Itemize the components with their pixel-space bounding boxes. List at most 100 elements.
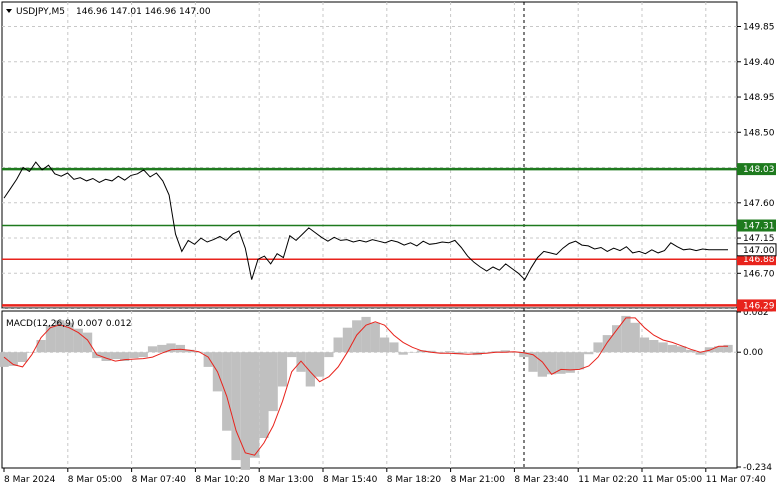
macd-histogram-bar	[630, 322, 640, 353]
price-tick-label: 147.15	[743, 234, 775, 244]
current-price-tag	[736, 243, 777, 257]
macd-histogram-bar	[714, 346, 724, 353]
macd-histogram-bar	[268, 352, 278, 412]
macd-histogram-bar	[82, 332, 93, 353]
macd-histogram-bar	[27, 352, 37, 353]
macd-tick-label: 0.00	[743, 348, 763, 358]
macd-histogram-bar	[120, 352, 130, 361]
macd-histogram-bar	[8, 352, 18, 366]
price-pane[interactable]	[1, 1, 738, 309]
macd-histogram-bar	[296, 352, 306, 372]
price-levels	[2, 167, 737, 307]
macd-histogram-bar	[519, 352, 529, 358]
macd-histogram-bar	[36, 340, 46, 353]
price-level-tag	[737, 219, 776, 232]
macd-histogram-bar	[324, 352, 334, 358]
macd-histogram-bar	[277, 352, 288, 387]
macd-histogram-bar	[17, 352, 28, 362]
macd-histogram-bar	[314, 352, 325, 377]
macd-histogram-bar	[723, 344, 733, 353]
price-level-tag-label: 146.29	[743, 301, 775, 311]
ohlc-values: 146.96 147.01 146.96 147.00	[76, 7, 211, 17]
macd-histogram-bar	[574, 352, 585, 370]
price-tick-label: 149.40	[743, 58, 775, 68]
macd-histogram-bar	[389, 342, 399, 353]
macd-histogram-bar	[621, 315, 631, 353]
price-level-tag	[737, 299, 776, 312]
macd-histogram-bar	[537, 352, 547, 377]
symbol-label: USDJPY,M5	[16, 7, 65, 17]
macd-histogram-bar	[593, 342, 603, 353]
macd-histogram-bar	[370, 322, 380, 353]
time-tick-label: 8 Mar 2024	[4, 475, 56, 485]
price-grid	[2, 2, 737, 310]
macd-histogram-bar	[695, 352, 705, 355]
price-series-line	[3, 161, 728, 281]
time-tick-label: 8 Mar 13:00	[259, 475, 314, 485]
macd-histogram-bar	[509, 352, 520, 353]
macd-histogram-bar	[482, 352, 492, 353]
macd-histogram-bar	[556, 352, 566, 374]
macd-histogram-bar	[250, 352, 260, 458]
macd-tick-label: -0.234	[743, 463, 772, 473]
macd-histogram-bar	[435, 352, 445, 353]
time-tick-label: 8 Mar 10:20	[195, 475, 250, 485]
macd-histogram-bar	[352, 320, 362, 353]
price-level-tag-label: 147.31	[743, 222, 775, 232]
macd-histogram-bar	[147, 346, 158, 353]
macd-histogram-bar	[231, 352, 241, 461]
macd-histogram-bar	[175, 344, 185, 353]
price-level-tag	[737, 253, 776, 266]
macd-histogram-bar	[110, 352, 120, 360]
price-tick-label: 149.85	[743, 23, 775, 33]
macd-histogram-bar	[129, 352, 139, 359]
macd-histogram-bar	[64, 322, 74, 353]
dropdown-triangle-icon[interactable]	[6, 9, 12, 13]
macd-histogram-bar	[602, 335, 612, 353]
time-tick-label: 8 Mar 18:20	[387, 475, 442, 485]
macd-histogram-bar	[500, 350, 510, 353]
macd-histogram-bar	[222, 352, 232, 431]
macd-histogram-bar	[612, 325, 622, 353]
time-x-axis: 8 Mar 2024 8 Mar 05:00 8 Mar 07:40 8 Mar 10…	[3, 468, 766, 485]
price-tick-label: 148.50	[743, 128, 775, 138]
current-price-tag-label: 147.00	[743, 246, 775, 256]
price-tick-label: 148.95	[743, 93, 775, 103]
macd-histogram-bar	[342, 327, 353, 353]
price-level-tag	[737, 163, 776, 176]
macd-histogram-bar	[426, 350, 436, 353]
time-tick-label: 11 Mar 05:00	[642, 475, 702, 485]
macd-histogram-bar	[454, 352, 464, 355]
macd-histogram-bar	[240, 352, 250, 470]
macd-histogram-bar	[166, 343, 176, 353]
time-tick-label: 8 Mar 07:40	[132, 475, 187, 485]
macd-y-axis: 0.082 0.00 -0.234	[737, 308, 772, 473]
macd-histogram-bar	[0, 352, 9, 367]
macd-histogram-bar	[463, 352, 473, 353]
macd-histogram-bar	[259, 352, 269, 438]
macd-histogram-bar	[379, 337, 390, 353]
macd-histogram-bar	[676, 346, 687, 353]
time-tick-label: 11 Mar 02:20	[578, 475, 638, 485]
macd-histogram-bar	[203, 352, 213, 367]
macd-signal-line	[3, 317, 728, 456]
time-tick-label: 8 Mar 15:40	[323, 475, 378, 485]
macd-tick-label: 0.082	[743, 308, 769, 318]
price-tick-label: 146.70	[743, 269, 775, 279]
macd-histogram-bar	[658, 342, 668, 353]
macd-histogram-bar	[55, 320, 65, 353]
macd-histogram-bar	[686, 349, 696, 353]
macd-histogram-bar	[584, 352, 594, 355]
macd-histogram-bar	[194, 352, 204, 353]
macd-histogram-bar	[398, 352, 408, 355]
macd-histogram-bar	[565, 352, 575, 373]
macd-histogram	[0, 315, 733, 470]
price-tick-label: 147.60	[743, 199, 775, 209]
macd-histogram-bar	[287, 352, 297, 358]
macd-histogram-bar	[547, 352, 557, 375]
macd-histogram-bar	[528, 352, 538, 372]
macd-histogram-bar	[639, 337, 650, 353]
macd-histogram-bar	[73, 328, 83, 353]
macd-histogram-bar	[305, 352, 315, 387]
